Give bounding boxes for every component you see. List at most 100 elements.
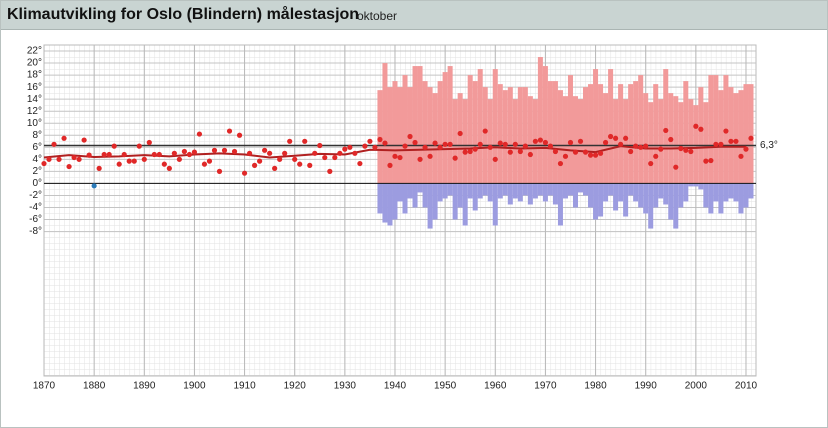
y-tick-label: -4° [29, 202, 42, 213]
bar [648, 183, 654, 229]
point [91, 183, 97, 189]
point [572, 149, 579, 155]
bar [728, 87, 734, 184]
x-tick-label: 1870 [33, 381, 56, 392]
bar [377, 90, 383, 184]
point [96, 165, 102, 171]
bar [557, 90, 563, 184]
point [402, 143, 408, 149]
point [467, 148, 473, 155]
bar [472, 183, 478, 211]
bar [703, 102, 709, 184]
bar [693, 105, 699, 184]
point [56, 156, 62, 162]
bar [472, 81, 478, 184]
point [472, 146, 478, 152]
bar [738, 90, 744, 184]
point [267, 150, 273, 156]
point [417, 156, 423, 162]
bar [522, 87, 528, 184]
point [663, 127, 669, 134]
point [577, 138, 584, 144]
point [562, 153, 569, 159]
point [442, 141, 448, 147]
point [216, 168, 223, 174]
point [257, 158, 263, 164]
point [452, 155, 458, 161]
point [116, 161, 122, 167]
bar [437, 81, 443, 184]
bar [698, 183, 704, 190]
bar [442, 183, 448, 199]
point [683, 147, 689, 153]
bar [392, 183, 398, 220]
point [502, 141, 508, 147]
point [251, 162, 258, 168]
point [673, 164, 679, 170]
point [221, 147, 228, 153]
point [297, 161, 303, 167]
bar [422, 183, 428, 208]
bar [537, 57, 543, 184]
bar [477, 69, 483, 184]
point [367, 138, 373, 144]
bar [628, 84, 634, 184]
bar [502, 90, 508, 184]
point [437, 144, 443, 150]
bar [668, 183, 674, 220]
bar [743, 84, 749, 184]
point [236, 132, 243, 138]
point [377, 136, 383, 143]
x-tick-label: 1930 [334, 381, 357, 392]
point [497, 140, 503, 146]
point [81, 137, 87, 143]
bar [532, 183, 538, 199]
bar [678, 183, 684, 208]
bar [562, 96, 568, 184]
bar [527, 183, 533, 205]
point [557, 160, 564, 167]
point [111, 143, 117, 149]
bar [613, 183, 619, 211]
bar [427, 183, 433, 229]
bar [552, 183, 558, 205]
bar [547, 183, 553, 196]
point [151, 151, 157, 158]
bar [593, 69, 599, 184]
point [211, 147, 218, 153]
point [387, 162, 393, 168]
bar [497, 183, 503, 199]
x-tick-label: 1970 [534, 381, 557, 392]
point [457, 130, 463, 137]
point [407, 133, 413, 140]
bar [693, 183, 699, 187]
point [272, 165, 278, 171]
bar [512, 183, 518, 199]
bar [537, 183, 543, 196]
bar [688, 183, 694, 187]
bar [583, 183, 589, 196]
bar [713, 75, 719, 184]
point [66, 163, 72, 170]
y-tick-label: 4° [32, 154, 42, 165]
point [633, 143, 639, 149]
bar [572, 96, 578, 184]
point [432, 140, 438, 146]
bar [588, 183, 594, 208]
point [362, 143, 368, 149]
x-tick-label: 1900 [183, 381, 206, 392]
x-tick-label: 1980 [584, 381, 607, 392]
point [733, 138, 739, 144]
bar [502, 183, 508, 196]
bar [663, 69, 669, 184]
point [628, 148, 634, 155]
point [136, 143, 142, 149]
point [738, 153, 744, 159]
point [372, 144, 378, 150]
point [537, 137, 543, 143]
x-tick-label: 1960 [484, 381, 507, 392]
point [492, 156, 498, 162]
point [246, 150, 253, 156]
point [126, 158, 132, 164]
point [357, 160, 363, 167]
